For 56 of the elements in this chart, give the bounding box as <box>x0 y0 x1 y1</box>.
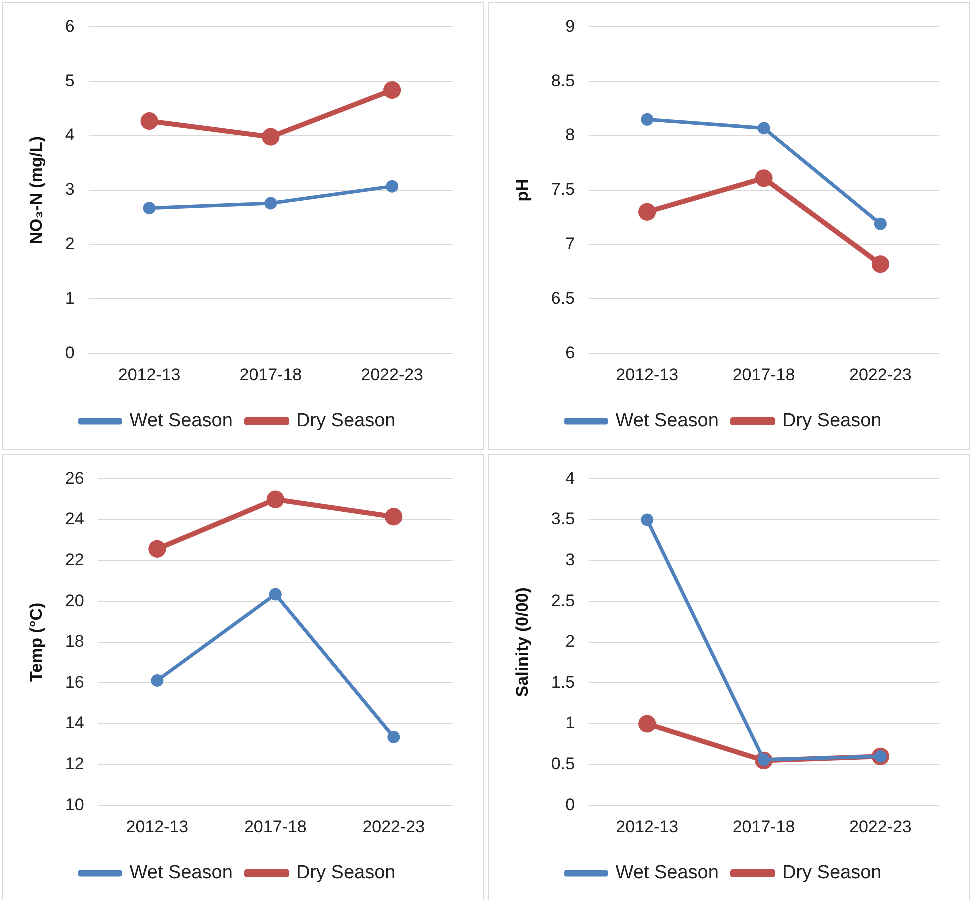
y-tick-label: 1 <box>566 714 576 733</box>
y-axis-title: NO₃-N (mg/L) <box>26 136 46 244</box>
y-tick-label: 8.5 <box>551 71 576 90</box>
legend-label: Dry Season <box>782 410 882 432</box>
y-tick-label: 3.5 <box>551 510 576 529</box>
y-tick-label: 4 <box>65 126 75 145</box>
y-tick-label: 7 <box>566 234 576 254</box>
y-tick-label: 7.5 <box>551 180 576 200</box>
y-tick-label: 3 <box>566 550 576 570</box>
y-tick-label: 18 <box>65 632 84 652</box>
x-tick-label: 2017-18 <box>244 817 307 836</box>
x-tick-label: 2022-23 <box>361 365 424 384</box>
x-tick-label: 2012-13 <box>616 365 679 384</box>
y-tick-label: 9 <box>566 16 576 36</box>
y-tick-label: 22 <box>65 550 84 570</box>
y-tick-label: 2.5 <box>551 591 576 610</box>
y-tick-label: 6 <box>566 343 576 362</box>
y-tick-label: 5 <box>65 71 75 90</box>
y-tick-label: 20 <box>65 591 84 610</box>
y-tick-label: 12 <box>65 754 84 774</box>
y-tick-label: 2 <box>65 234 75 254</box>
y-tick-label: 16 <box>65 672 84 692</box>
x-tick-label: 2012-13 <box>126 817 189 836</box>
y-tick-label: 8 <box>566 126 576 145</box>
legend-label: Wet Season <box>616 862 719 884</box>
y-axis-title: pH <box>512 179 532 202</box>
y-tick-label: 6.5 <box>551 288 576 308</box>
y-tick-label: 1 <box>65 288 75 308</box>
y-axis-title: Temp (°C) <box>26 602 46 682</box>
x-tick-label: 2017-18 <box>240 365 302 384</box>
y-tick-label: 0 <box>566 795 576 814</box>
x-tick-label: 2022-23 <box>849 817 912 836</box>
y-tick-label: 3 <box>65 180 75 200</box>
legend-label: Dry Season <box>296 862 396 884</box>
legend-label: Dry Season <box>782 862 882 884</box>
legend-label: Wet Season <box>616 410 719 432</box>
y-tick-label: 0.5 <box>551 754 576 774</box>
y-tick-label: 10 <box>65 795 84 814</box>
x-tick-label: 2022-23 <box>849 365 912 384</box>
legend-label: Wet Season <box>130 862 233 884</box>
y-tick-label: 6 <box>65 16 75 36</box>
x-tick-label: 2012-13 <box>118 365 181 384</box>
y-tick-label: 14 <box>65 714 84 733</box>
y-tick-label: 4 <box>566 468 576 488</box>
x-tick-label: 2017-18 <box>732 365 796 384</box>
x-tick-label: 2017-18 <box>732 817 796 836</box>
y-tick-label: 24 <box>65 510 84 529</box>
y-tick-label: 1.5 <box>551 672 576 692</box>
y-tick-label: 2 <box>566 632 576 652</box>
legend-label: Wet Season <box>130 410 233 432</box>
legend-label: Dry Season <box>296 410 396 432</box>
y-axis-title: Salinity (0/00) <box>512 588 532 698</box>
y-tick-label: 0 <box>65 343 75 362</box>
x-tick-label: 2022-23 <box>362 817 426 836</box>
y-tick-label: 26 <box>65 468 84 488</box>
x-tick-label: 2012-13 <box>616 817 679 836</box>
